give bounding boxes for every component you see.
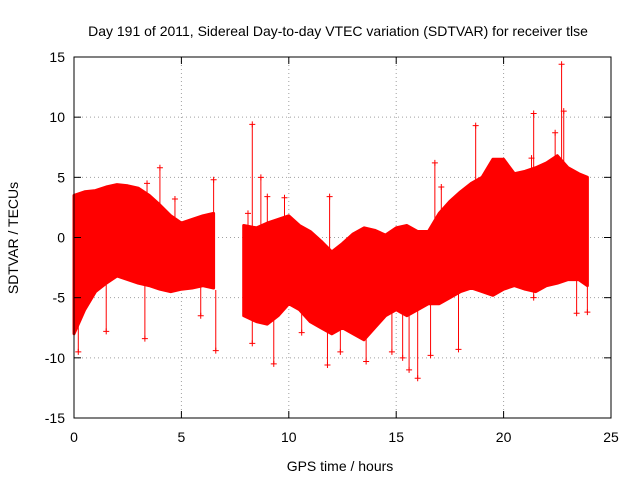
y-tick-label: -5 <box>53 290 66 306</box>
y-tick-label: 10 <box>49 109 65 125</box>
data-point <box>337 348 344 355</box>
x-tick-label: 15 <box>388 429 404 445</box>
data-point <box>560 108 567 115</box>
data-point <box>431 159 438 166</box>
data-point <box>249 121 256 128</box>
data-point <box>324 362 331 369</box>
y-tick-label: 0 <box>57 230 65 246</box>
data-point <box>197 312 204 319</box>
data-point <box>103 328 110 335</box>
data-point <box>156 164 163 171</box>
data-point <box>427 352 434 359</box>
data-point <box>530 110 537 117</box>
chart-title: Day 191 of 2011, Sidereal Day-to-day VTE… <box>88 23 588 39</box>
x-axis-label: GPS time / hours <box>287 458 394 474</box>
y-tick-label: 5 <box>57 169 65 185</box>
y-axis-label: SDTVAR / TECUs <box>5 182 21 294</box>
data-point <box>414 375 421 382</box>
y-tick-label: -10 <box>45 350 65 366</box>
data-point <box>472 122 479 129</box>
data-point <box>257 174 264 181</box>
data-point <box>298 329 305 336</box>
x-tick-label: 0 <box>70 429 78 445</box>
data-point <box>212 347 219 354</box>
data-point <box>244 210 251 217</box>
data-point <box>438 183 445 190</box>
data-point <box>210 176 217 183</box>
data-point <box>171 195 178 202</box>
data-point <box>406 366 413 373</box>
data-point <box>528 155 535 162</box>
data-point <box>399 354 406 361</box>
axis-ticks: 0 5 10 15 20 25 -15 -10 -5 0 5 10 15 <box>45 49 619 445</box>
x-tick-label: 5 <box>178 429 186 445</box>
y-tick-label: 15 <box>49 49 65 65</box>
data-point <box>363 358 370 365</box>
data-envelope <box>72 183 216 336</box>
data-envelope <box>242 154 589 342</box>
data-point <box>584 309 591 316</box>
x-tick-label: 25 <box>603 429 619 445</box>
data-point <box>141 335 148 342</box>
data-point <box>530 294 537 301</box>
x-tick-label: 20 <box>496 429 512 445</box>
data-point <box>270 360 277 367</box>
data-point <box>281 194 288 201</box>
data-point <box>388 348 395 355</box>
data-point <box>558 61 565 68</box>
data-point <box>264 193 271 200</box>
data-point <box>75 348 82 355</box>
data-point <box>455 346 462 353</box>
data-points <box>72 61 591 382</box>
y-tick-label: -15 <box>45 410 65 426</box>
data-point <box>552 129 559 136</box>
data-point <box>326 193 333 200</box>
data-point <box>144 180 151 187</box>
data-point <box>249 340 256 347</box>
x-tick-label: 10 <box>281 429 297 445</box>
data-point <box>573 310 580 317</box>
